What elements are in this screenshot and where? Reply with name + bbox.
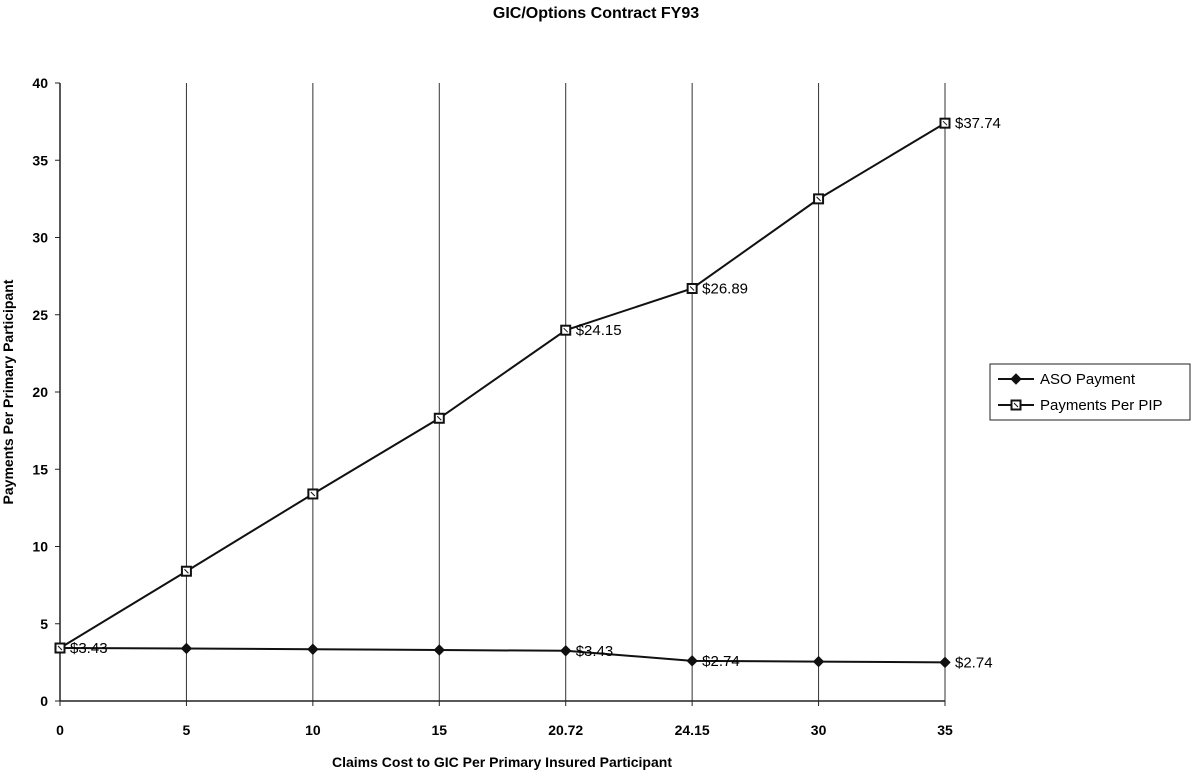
- data-point: [939, 656, 951, 669]
- data-point: [307, 643, 319, 655]
- data-point: [180, 642, 193, 655]
- grid-lines: [185, 83, 946, 701]
- data-label: $2.74: [702, 653, 740, 670]
- y-tick-label: 30: [32, 230, 48, 246]
- data-label: $3.43: [576, 643, 614, 660]
- series-line: [59, 647, 946, 664]
- y-tick-label: 0: [40, 693, 48, 709]
- x-tick-label: 35: [937, 722, 953, 738]
- legend-marker: [1010, 373, 1022, 385]
- y-tick-label: 5: [40, 616, 48, 632]
- data-label: $2.74: [955, 654, 993, 671]
- data-point-cross: [689, 286, 695, 291]
- series-layer: [54, 117, 951, 669]
- y-tick-label: 10: [32, 539, 48, 555]
- series-1: [54, 642, 951, 669]
- data-label: $26.89: [702, 280, 748, 297]
- data-point-cross: [942, 120, 948, 126]
- y-axis-label: Payments Per Primary Participant: [0, 279, 16, 504]
- data-point-cross: [436, 415, 442, 421]
- y-axis-ticks: 0 5 10 15 20 25 30 35 40: [32, 75, 60, 709]
- x-axis-label: Claims Cost to GIC Per Primary Insured P…: [332, 754, 672, 770]
- data-point: [812, 655, 825, 668]
- x-tick-label: 24.15: [675, 722, 710, 738]
- x-axis-ticks: 0 5 10 15 20.72 24.15 30 35: [56, 701, 953, 738]
- y-tick-label: 20: [32, 384, 48, 400]
- data-label: $24.15: [576, 322, 622, 339]
- x-tick-label: 0: [56, 722, 64, 738]
- data-point: [686, 655, 698, 667]
- x-tick-label: 20.72: [548, 722, 583, 738]
- data-point-cross: [184, 568, 189, 574]
- data-point-cross: [57, 645, 63, 651]
- data-point-cross: [816, 196, 821, 202]
- y-tick-label: 35: [32, 152, 48, 168]
- data-point: [433, 644, 445, 656]
- data-point: [560, 645, 572, 657]
- x-tick-label: 15: [431, 722, 447, 738]
- y-tick-label: 25: [32, 307, 48, 323]
- data-label: $37.74: [955, 115, 1001, 132]
- x-tick-label: 5: [183, 722, 191, 738]
- data-point-cross: [310, 491, 316, 497]
- y-tick-label: 15: [32, 461, 48, 477]
- data-label: $3.43: [70, 640, 108, 657]
- x-tick-label: 30: [811, 722, 827, 738]
- chart-title: GIC/Options Contract FY93: [493, 5, 699, 22]
- legend: ASO Payment Payments Per PIP: [989, 363, 1191, 421]
- legend-box: [989, 363, 1191, 421]
- axes: [59, 83, 945, 702]
- legend-entry: ASO Payment: [1040, 371, 1136, 388]
- data-point-cross: [563, 327, 569, 333]
- y-tick-label: 40: [32, 75, 48, 91]
- legend-entry: Payments Per PIP: [1040, 397, 1163, 414]
- data-labels: $3.43 $3.43 $2.74 $2.74 $24.15 $26.89 $37.74: [70, 115, 1001, 671]
- series-line: [59, 122, 946, 649]
- x-tick-label: 10: [305, 722, 321, 738]
- series-2: [54, 117, 951, 654]
- legend-marker-cross: [1013, 402, 1019, 408]
